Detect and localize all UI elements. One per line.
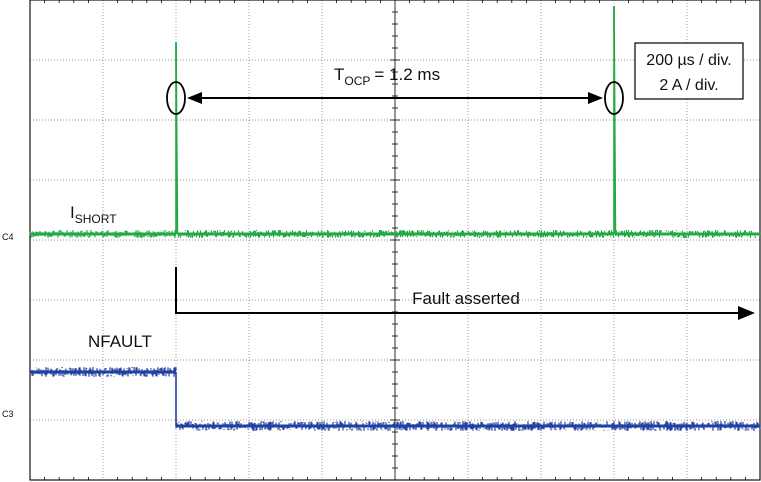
tocp-label-main: T xyxy=(334,65,344,84)
tocp-label-value: = 1.2 ms xyxy=(374,65,440,84)
tocp-end-marker xyxy=(604,81,624,115)
channel-marker-c3: C3 xyxy=(2,409,14,419)
traces xyxy=(29,5,761,431)
ishort-label-main: I xyxy=(70,203,75,222)
tocp-arrowhead-left xyxy=(187,92,202,104)
tocp-label-sub: OCP xyxy=(344,74,370,88)
amplitude-scale-label: 2 A / div. xyxy=(659,77,718,94)
channel-marker-c4: C4 xyxy=(2,232,14,242)
trace-edge xyxy=(613,5,617,235)
plot-frame xyxy=(29,0,761,481)
trace-nfault xyxy=(29,367,761,431)
tocp-label: TOCP = 1.2 ms xyxy=(334,65,440,88)
fault-asserted-label: Fault asserted xyxy=(412,289,520,308)
nfault-label: NFAULT xyxy=(88,332,152,351)
tocp-start-marker xyxy=(166,81,186,115)
fault-arrowhead xyxy=(738,306,755,320)
trace-edge xyxy=(175,41,179,235)
scale-box xyxy=(634,42,744,100)
trace-i-short xyxy=(29,5,761,238)
ishort-label-sub: SHORT xyxy=(75,212,117,226)
tocp-arrowhead-right xyxy=(588,92,603,104)
time-scale-label: 200 µs / div. xyxy=(646,52,731,69)
annotations: TOCP = 1.2 ms 200 µs / div. 2 A / div. ISHOR… xyxy=(70,42,755,351)
ishort-label: ISHORT xyxy=(70,203,117,226)
